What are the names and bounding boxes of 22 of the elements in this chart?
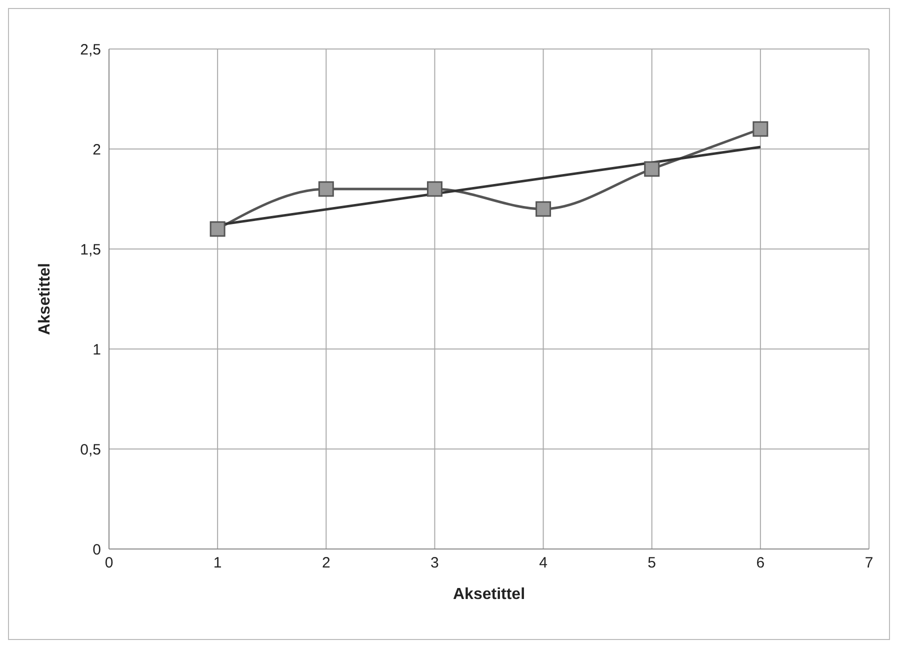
x-tick-label: 3 <box>430 554 439 572</box>
x-tick-label: 2 <box>322 554 330 572</box>
y-tick-label: 0 <box>92 541 101 558</box>
point <box>210 221 226 237</box>
x-tick-label: 5 <box>648 554 656 572</box>
point <box>318 181 334 197</box>
x-tick-label: 4 <box>539 554 548 572</box>
point <box>644 161 660 177</box>
point <box>426 181 442 197</box>
x-tick-label: 1 <box>213 554 222 572</box>
y-tick-label: 1 <box>92 341 101 358</box>
y-tick-label: 1,5 <box>80 241 101 258</box>
y-tick-label: 2 <box>92 141 101 158</box>
y-tick-label: 2,5 <box>80 41 101 58</box>
x-axis-title: Aksetittel <box>452 586 526 603</box>
y-tick-label: 0,5 <box>80 441 101 458</box>
x-tick-label: 7 <box>864 554 874 572</box>
y-axis-title: Aksetittel <box>36 262 54 336</box>
x-tick-label: 0 <box>104 554 114 572</box>
point <box>536 201 552 217</box>
point <box>752 121 768 137</box>
x-tick-label: 6 <box>756 554 765 572</box>
